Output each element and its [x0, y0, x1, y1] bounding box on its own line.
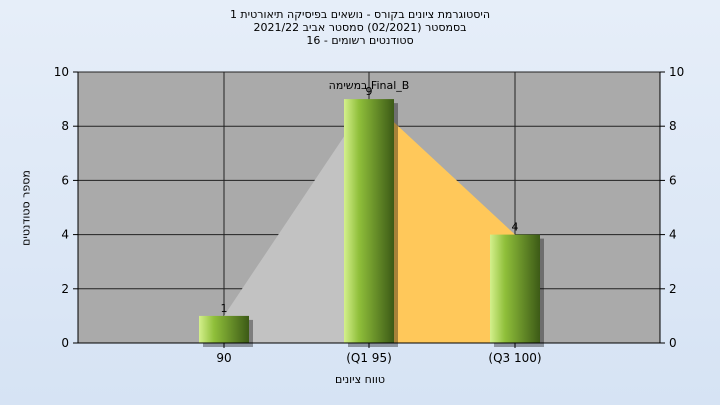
y-tick-label-right: 6 [669, 173, 677, 187]
chart-title-line-2: בסמסטר (02/2021) סמסטר אביב 2021/22 [253, 21, 467, 34]
y-tick-label-left: 4 [61, 228, 69, 242]
x-tick-label: (Q1 95) [346, 351, 392, 365]
bar [344, 99, 394, 343]
bar [490, 234, 540, 343]
y-tick-label-left: 10 [54, 65, 69, 79]
y-tick-label-right: 4 [669, 228, 677, 242]
y-tick-label-right: 8 [669, 119, 677, 133]
y-tick-label-right: 10 [669, 65, 684, 79]
area-segment-right [369, 99, 515, 343]
x-tick-label: 90 [216, 351, 231, 365]
y-tick-label-left: 8 [61, 119, 69, 133]
y-tick-label-left: 2 [61, 282, 69, 296]
x-tick-label: (Q3 100) [488, 351, 541, 365]
data-label: 1 [221, 302, 228, 315]
area-segment-left [224, 99, 369, 343]
y-tick-label-left: 6 [61, 173, 69, 187]
y-tick-label-left: 0 [61, 336, 69, 350]
series-label: Final_B במשימה [329, 79, 410, 92]
chart-title: היסטוגרמת ציונים בקורס - נושאים בפיסיקה … [0, 8, 720, 47]
data-label: 4 [512, 221, 519, 234]
x-axis-label: טווח ציונים [335, 373, 385, 386]
data-label: 9 [366, 85, 373, 98]
y-tick-label-right: 0 [669, 336, 677, 350]
y-tick-label-right: 2 [669, 282, 677, 296]
chart-title-line-1: היסטוגרמת ציונים בקורס - נושאים בפיסיקה … [229, 8, 491, 21]
y-axis-label: מספר סטודנטים [19, 170, 33, 246]
chart-title-line-3: סטודנטים רשומים - 16 [306, 34, 414, 47]
bar [199, 315, 249, 343]
